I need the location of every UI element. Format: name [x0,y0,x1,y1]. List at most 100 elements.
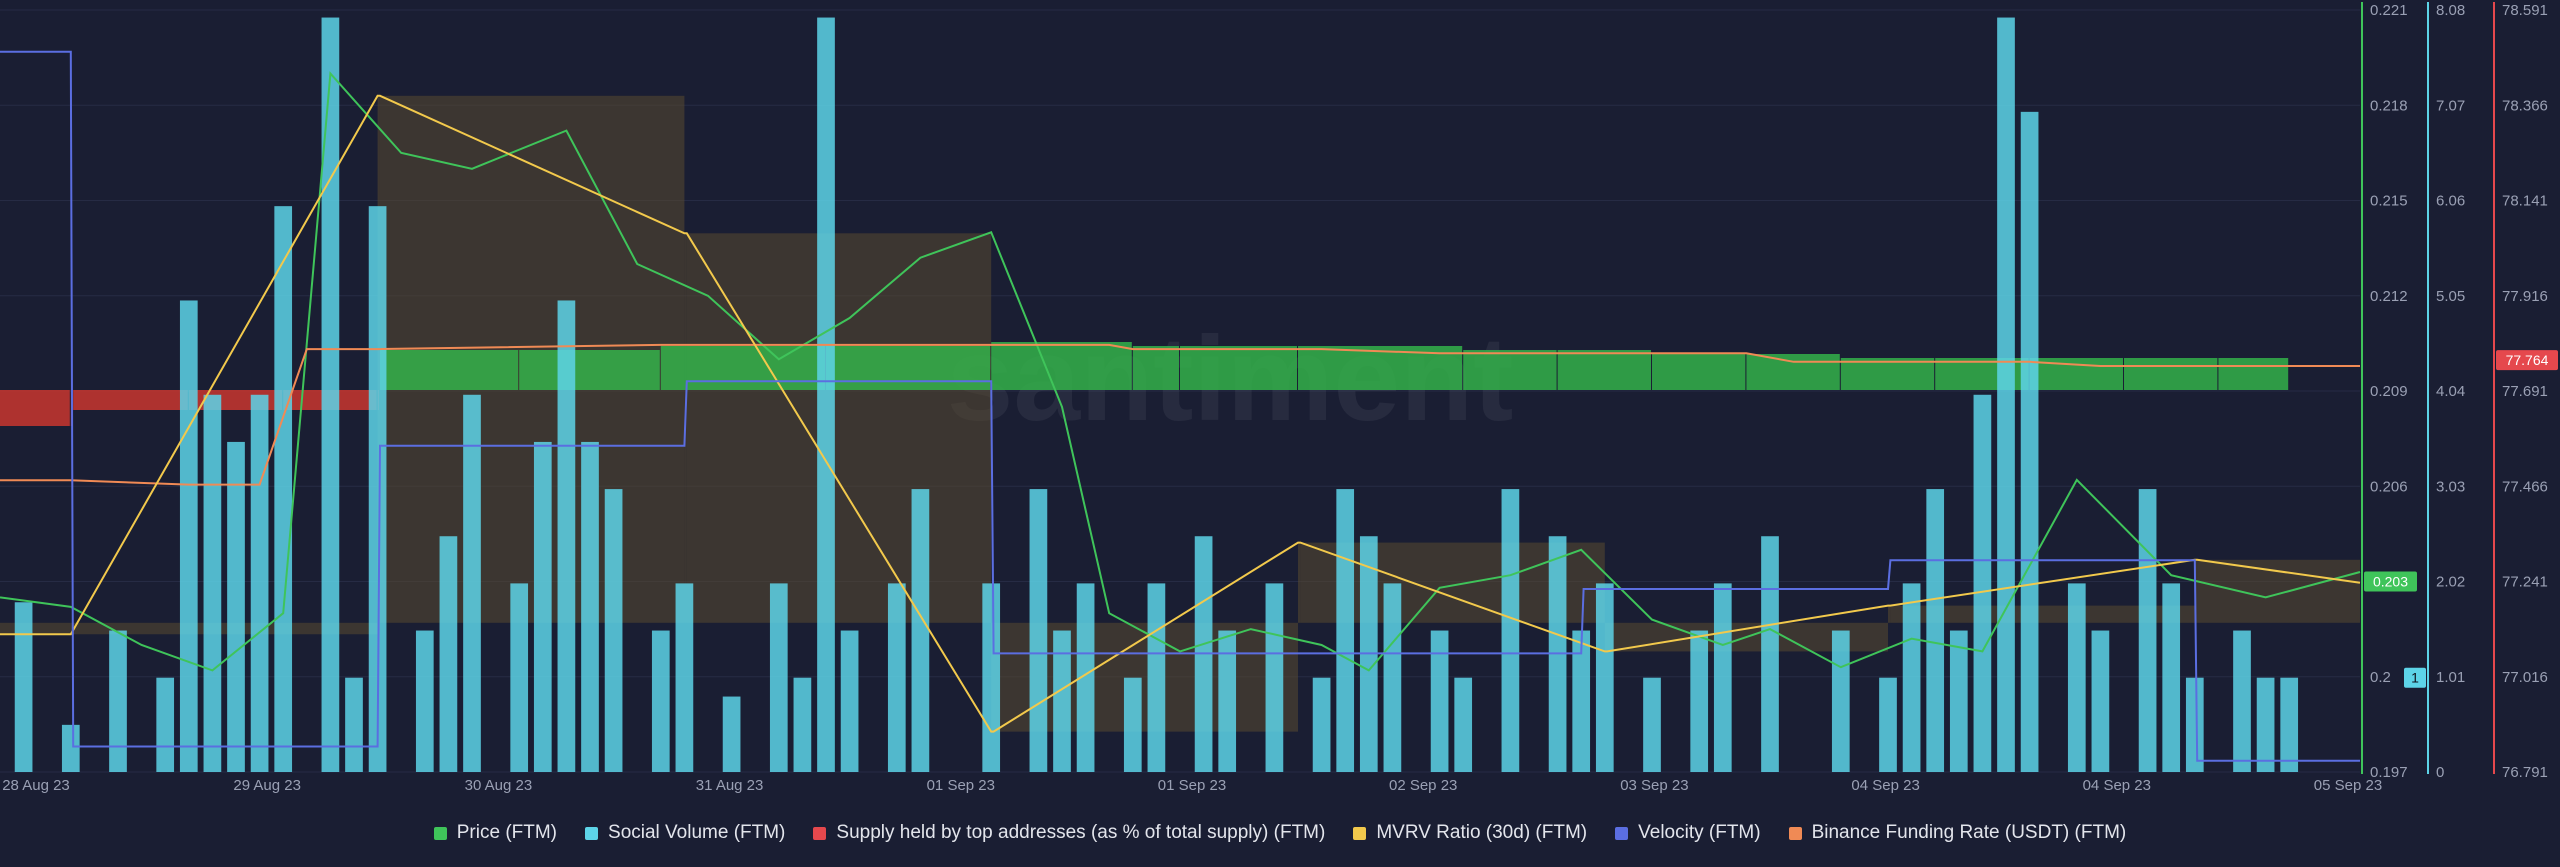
social-volume-bar [793,677,812,772]
price-tick-label: 0.206 [2370,478,2408,495]
social-volume-bar [1430,630,1449,772]
social-volume-current-value: 1 [2411,670,2419,686]
supply-tick-label: 77.916 [2502,288,2548,305]
social-volume-bar [581,441,599,772]
social-volume-bar [109,630,127,772]
funding-rate-bar [1840,358,1935,390]
x-tick-label: 02 Sep 23 [1389,777,1457,794]
social-volume-bar [1029,489,1048,772]
x-tick-label: 29 Aug 23 [233,777,301,794]
social-volume-bar [1053,630,1071,772]
mvrv-band-segment [686,233,992,623]
funding-rate-bar [991,342,1132,390]
social-volume-bar [415,630,434,772]
legend-swatch-mvrv [1353,826,1367,840]
social-volume-tick-label: 3.03 [2436,478,2465,495]
social-volume-bar [1831,630,1850,772]
social-volume-bar [2162,583,2181,772]
legend-item-velocity[interactable]: Velocity (FTM) [1615,822,1761,844]
legend: Price (FTM) Social Volume (FTM) Supply h… [0,816,2560,850]
x-tick-label: 04 Sep 23 [2083,777,2151,794]
social-volume-tick-label: 1.01 [2436,669,2465,686]
social-volume-bar [1336,489,1355,772]
social-volume-bar [1265,583,1284,772]
legend-item-supply[interactable]: Supply held by top addresses (as % of to… [813,822,1325,844]
x-tick-label: 05 Sep 23 [2314,777,2382,794]
legend-label-supply: Supply held by top addresses (as % of to… [836,822,1326,843]
mvrv-line [0,94,2361,733]
funding-rate-bar [73,390,188,410]
legend-swatch-velocity [1615,826,1629,840]
mvrv-band-segment [1888,605,1891,623]
supply-tick-label: 78.591 [2502,2,2548,19]
x-tick-label: 28 Aug 23 [2,777,70,794]
supply-tick-label: 76.791 [2502,764,2548,781]
social-volume-bar [604,489,623,772]
supply-tick-label: 78.366 [2502,97,2548,114]
social-volume-bar [817,17,835,772]
legend-label-social-volume: Social Volume (FTM) [608,822,786,843]
mvrv-band-segment [1890,605,2195,623]
price-tick-label: 0.2 [2370,669,2391,686]
social-volume-bar [368,206,387,772]
funding-rate-bar [1652,354,1746,390]
supply-tick-label: 77.016 [2502,669,2548,686]
social-volume-bar [1926,489,1945,772]
social-volume-bar [533,441,552,772]
social-volume-bar [510,583,529,772]
funding-rate-bar [519,350,660,390]
legend-item-funding-rate[interactable]: Binance Funding Rate (USDT) (FTM) [1788,822,2127,844]
funding-rate-bar [0,390,70,426]
price-current-value: 0.203 [2373,574,2408,590]
social-volume-bar [321,17,340,772]
social-volume-bar [227,441,245,772]
social-volume-bar [2185,677,2204,772]
social-volume-bar [1595,583,1614,772]
legend-label-velocity: Velocity (FTM) [1638,822,1761,843]
social-volume-bar [1312,677,1331,772]
legend-item-price[interactable]: Price (FTM) [433,822,558,844]
social-volume-tick-label: 0 [2436,764,2444,781]
legend-swatch-price [433,826,447,840]
mvrv-band-segment [0,622,71,635]
social-volume-tick-label: 6.06 [2436,193,2465,210]
x-tick-label: 03 Sep 23 [1620,777,1688,794]
supply-current-value: 77.764 [2506,352,2549,368]
supply-tick-label: 78.141 [2502,193,2548,210]
legend-item-social-volume[interactable]: Social Volume (FTM) [585,822,785,844]
social-volume-bar [439,536,458,772]
social-volume-bar [769,583,788,772]
social-volume-bar [651,630,670,772]
social-volume-bar [2067,583,2086,772]
supply-tick-label: 77.466 [2502,478,2548,495]
social-volume-bar [2256,677,2275,772]
legend-item-mvrv[interactable]: MVRV Ratio (30d) (FTM) [1353,822,1587,844]
supply-line [0,343,2360,486]
social-volume-tick-label: 7.07 [2436,97,2465,114]
social-volume-bar [1713,583,1732,772]
social-volume-bar [675,583,694,772]
social-volume-tick-label: 8.08 [2436,2,2465,19]
supply-tick-label: 77.691 [2502,383,2548,400]
social-volume-bar [722,696,741,772]
legend-label-funding-rate: Binance Funding Rate (USDT) (FTM) [1811,822,2127,843]
social-volume-bar [14,602,33,772]
social-volume-bar [1572,630,1591,772]
social-volume-bar [1383,583,1402,772]
funding-rate-bar [1746,354,1840,390]
social-volume-bar [1643,677,1661,772]
x-tick-label: 01 Sep 23 [927,777,995,794]
social-volume-tick-label: 4.04 [2436,383,2465,400]
price-tick-label: 0.212 [2370,288,2408,305]
social-volume-bar [2280,677,2299,772]
legend-label-mvrv: MVRV Ratio (30d) (FTM) [1376,822,1588,843]
funding-rate-bar [1180,346,1297,390]
funding-rate-bar [2124,358,2218,390]
social-volume-bar [982,583,1001,772]
legend-label-price: Price (FTM) [456,822,558,843]
social-volume-bar [2020,111,2039,772]
funding-rate-bar [1463,350,1557,390]
social-volume-bar [274,206,293,772]
